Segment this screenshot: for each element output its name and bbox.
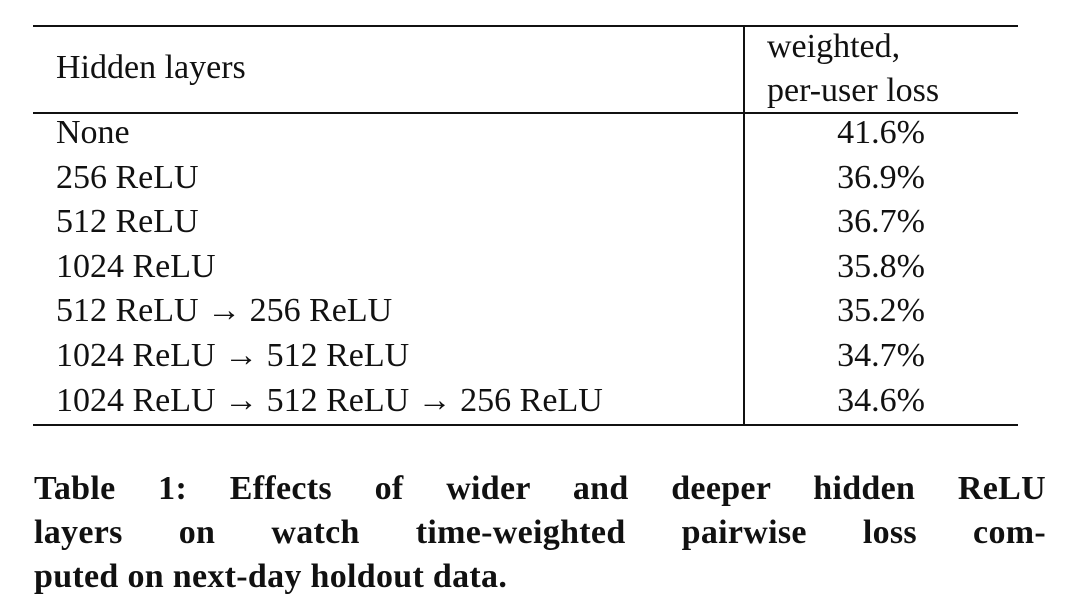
top-rule bbox=[33, 25, 1018, 27]
row-value: 36.9% bbox=[837, 158, 925, 196]
header-rule bbox=[33, 112, 1018, 114]
row-label: 1024 ReLU → 512 ReLU bbox=[56, 337, 410, 374]
caption-line: puted on next-day holdout data. bbox=[34, 558, 508, 595]
row-value: 36.7% bbox=[837, 203, 925, 241]
header-cell: Hidden layers bbox=[56, 49, 246, 86]
row-label: 1024 ReLU → 512 ReLU → 256 ReLU bbox=[56, 381, 603, 419]
row-value: 41.6% bbox=[837, 114, 925, 151]
row-value: 35.8% bbox=[837, 247, 925, 285]
bottom-rule bbox=[33, 424, 1018, 426]
header-cell: weighted, bbox=[767, 28, 901, 65]
row-value: 34.6% bbox=[837, 381, 925, 419]
caption-line: layers on watch time-weighted pairwise l… bbox=[34, 514, 1046, 551]
row-value: 34.7% bbox=[837, 337, 925, 374]
row-label: None bbox=[56, 114, 130, 151]
header-cell: per-user loss bbox=[767, 72, 940, 109]
row-label: 256 ReLU bbox=[56, 158, 199, 196]
row-label: 1024 ReLU bbox=[56, 247, 216, 285]
caption-line: Table 1: Effects of wider and deeper hid… bbox=[34, 470, 1046, 507]
column-rule bbox=[743, 27, 745, 425]
row-label: 512 ReLU bbox=[56, 203, 199, 241]
row-value: 35.2% bbox=[837, 292, 925, 330]
row-label: 512 ReLU → 256 ReLU bbox=[56, 292, 393, 330]
